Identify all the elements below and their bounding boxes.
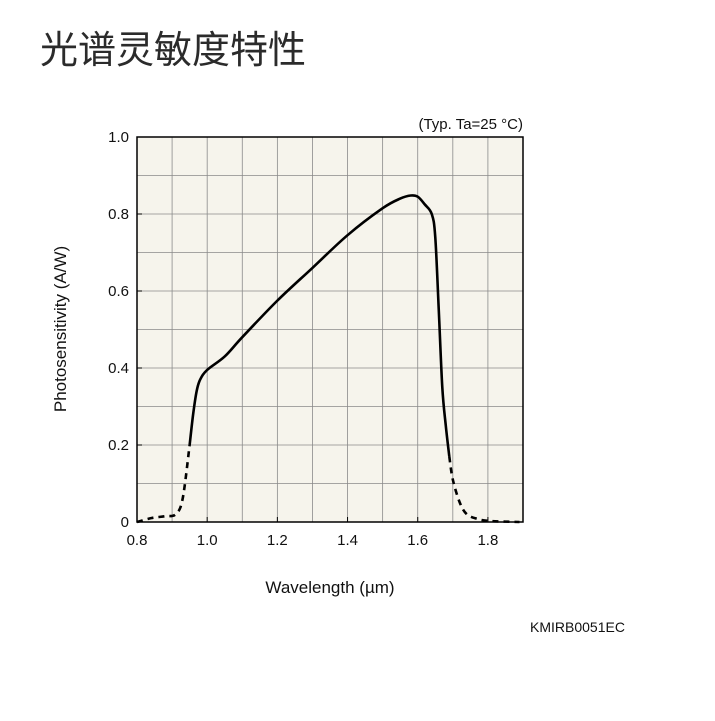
- series-line-solid: [188, 194, 451, 457]
- x-tick-label: 0.8: [127, 532, 148, 549]
- series-line-dashed: [136, 444, 191, 524]
- y-tick-label: 0: [121, 514, 129, 531]
- series-lines: [136, 194, 520, 524]
- y-tick-label: 0.4: [108, 360, 129, 377]
- x-tick-label: 1.0: [197, 532, 218, 549]
- x-tick-label: 1.4: [337, 532, 358, 549]
- y-tick-labels: 0 0.2 0.4 0.6 0.8 1.0: [108, 129, 129, 531]
- conditions-annotation: (Typ. Ta=25 °C): [418, 116, 523, 133]
- plot-frame: [136, 136, 524, 523]
- y-tick-label: 0.6: [108, 283, 129, 300]
- y-tick-label: 0.2: [108, 437, 129, 454]
- x-tick-label: 1.6: [407, 532, 428, 549]
- y-tick-label: 0.8: [108, 206, 129, 223]
- x-tick-label: 1.8: [477, 532, 498, 549]
- y-tick-label: 1.0: [108, 129, 129, 146]
- y-axis-label: Photosensitivity (A/W): [51, 246, 70, 412]
- x-axis-label: Wavelength (µm): [265, 578, 394, 597]
- grid-lines: [137, 137, 523, 522]
- figure-code: KMIRB0051EC: [530, 619, 625, 635]
- page-title: 光谱灵敏度特性: [40, 28, 307, 72]
- series-line-dashed: [448, 456, 520, 524]
- x-tick-label: 1.2: [267, 532, 288, 549]
- plot-area: [136, 136, 524, 524]
- x-tick-labels: 0.8 1.0 1.2 1.4 1.6 1.8: [127, 532, 499, 549]
